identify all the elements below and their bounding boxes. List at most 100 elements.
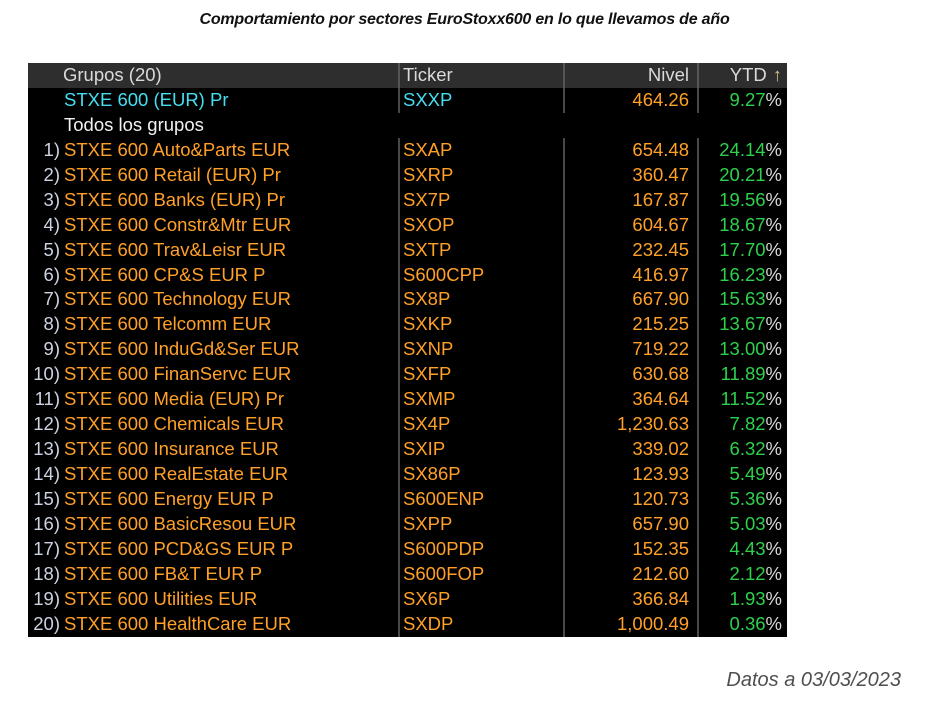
percent-sign: %	[765, 188, 782, 210]
table-row[interactable]: 19) STXE 600 Utilities EUR SX6P 366.84 1.93%	[28, 586, 787, 612]
table-row[interactable]: 13) STXE 600 Insurance EUR SXIP 339.02 6.32%	[28, 437, 787, 463]
group-name: STXE 600 Retail (EUR) Pr	[64, 163, 281, 185]
ticker-cell: SX6P	[398, 586, 563, 612]
row-number: 7)	[43, 288, 60, 310]
percent-sign: %	[765, 313, 782, 335]
table-row[interactable]: 6) STXE 600 CP&S EUR P S600CPP 416.97 16.23%	[28, 262, 787, 288]
ticker-cell: SXDP	[398, 611, 563, 637]
table-row[interactable]: 18) STXE 600 FB&T EUR P S600FOP 212.60 2.12%	[28, 561, 787, 587]
group-name: STXE 600 HealthCare EUR	[64, 612, 292, 634]
group-name: STXE 600 BasicResou EUR	[64, 512, 297, 534]
column-header-nivel[interactable]: Nivel	[563, 63, 697, 88]
ytd-value: 13.00	[719, 338, 766, 360]
ytd-cell: 5.03%	[697, 511, 787, 537]
row-number: 4)	[43, 213, 60, 235]
row-number: 6)	[43, 263, 60, 285]
ytd-cell: 19.56%	[697, 187, 787, 213]
ticker-cell: SXIP	[398, 437, 563, 463]
percent-sign: %	[765, 338, 782, 360]
table-row[interactable]: 16) STXE 600 BasicResou EUR SXPP 657.90 5.03…	[28, 511, 787, 537]
group-name: STXE 600 Telcomm EUR	[64, 313, 272, 335]
ytd-cell: 20.21%	[697, 162, 787, 188]
table-row[interactable]: 2) STXE 600 Retail (EUR) Pr SXRP 360.47 20.2…	[28, 162, 787, 188]
percent-sign: %	[765, 587, 782, 609]
table-row[interactable]: 5) STXE 600 Trav&Leisr EUR SXTP 232.45 17.70…	[28, 237, 787, 263]
ytd-cell: 7.82%	[697, 412, 787, 438]
ytd-value: 15.63	[719, 288, 766, 310]
table-row[interactable]: 8) STXE 600 Telcomm EUR SXKP 215.25 13.67%	[28, 312, 787, 338]
ytd-cell: 16.23%	[697, 262, 787, 288]
table-row[interactable]: 14) STXE 600 RealEstate EUR SX86P 123.93 5.4…	[28, 462, 787, 487]
ytd-cell: 24.14%	[697, 137, 787, 163]
percent-sign: %	[765, 138, 782, 160]
table-row[interactable]: 15) STXE 600 Energy EUR P S600ENP 120.73 5.3…	[28, 486, 787, 512]
group-name: STXE 600 RealEstate EUR	[64, 463, 289, 484]
table-row[interactable]: 17) STXE 600 PCD&GS EUR P S600PDP 152.35 4.4…	[28, 536, 787, 562]
nivel-cell: 657.90	[563, 511, 697, 537]
group-name: STXE 600 InduGd&Ser EUR	[64, 338, 300, 360]
table-row[interactable]: STXE 600 (EUR) Pr SXXP 464.26 9.27%	[28, 87, 787, 113]
ticker-cell: S600PDP	[398, 536, 563, 562]
percent-sign: %	[765, 463, 782, 484]
nivel-cell: 630.68	[563, 362, 697, 388]
table-row[interactable]: 1) STXE 600 Auto&Parts EUR SXAP 654.48 24.14…	[28, 137, 787, 163]
row-number: 5)	[43, 238, 60, 260]
ytd-value: 2.12	[729, 562, 766, 584]
table-row[interactable]: 10) STXE 600 FinanServc EUR SXFP 630.68 11.8…	[28, 362, 787, 388]
ytd-cell: 17.70%	[697, 237, 787, 263]
ytd-value: 7.82	[729, 413, 766, 435]
nivel-cell: 719.22	[563, 337, 697, 363]
ytd-label: YTD	[729, 64, 767, 85]
nivel-cell: 360.47	[563, 162, 697, 188]
percent-sign: %	[765, 413, 782, 435]
table-row[interactable]: 7) STXE 600 Technology EUR SX8P 667.90 15.63…	[28, 287, 787, 313]
column-header-ytd[interactable]: YTD ↑	[697, 63, 787, 88]
sort-ascending-icon: ↑	[772, 64, 782, 85]
ytd-value: 5.03	[729, 512, 766, 534]
ticker-cell: SX4P	[398, 412, 563, 438]
ticker-cell: SXMP	[398, 387, 563, 413]
row-number: 13)	[33, 438, 60, 460]
ticker-cell: SX8P	[398, 287, 563, 313]
column-header-ticker[interactable]: Ticker	[398, 63, 563, 88]
group-name: STXE 600 Media (EUR) Pr	[64, 388, 285, 410]
chart-title: Comportamiento por sectores EuroStoxx600…	[199, 11, 730, 28]
ticker-cell: SX7P	[398, 187, 563, 213]
group-name: STXE 600 Chemicals EUR	[64, 413, 285, 435]
ytd-value: 5.36	[729, 487, 766, 509]
ytd-cell: 18.67%	[697, 212, 787, 238]
nivel-cell: 604.67	[563, 212, 697, 238]
group-name: STXE 600 Trav&Leisr EUR	[64, 238, 287, 260]
ticker-cell: SXKP	[398, 312, 563, 338]
ytd-cell: 0.36%	[697, 611, 787, 637]
percent-sign: %	[765, 537, 782, 559]
nivel-cell: 123.93	[563, 462, 697, 487]
percent-sign: %	[765, 238, 782, 260]
ytd-cell: 5.49%	[697, 462, 787, 487]
table-row[interactable]: 11) STXE 600 Media (EUR) Pr SXMP 364.64 11.5…	[28, 387, 787, 413]
ytd-value: 13.67	[719, 313, 766, 335]
nivel-cell: 1,230.63	[563, 412, 697, 438]
column-header-grupos[interactable]: Grupos (20)	[63, 64, 162, 85]
ytd-value: 19.56	[719, 188, 766, 210]
row-number: 20)	[33, 612, 60, 634]
group-name: STXE 600 FinanServc EUR	[64, 363, 292, 385]
nivel-cell: 366.84	[563, 586, 697, 612]
ytd-value: 18.67	[719, 213, 766, 235]
ytd-value: 20.21	[719, 163, 766, 185]
table-row[interactable]: 3) STXE 600 Banks (EUR) Pr SX7P 167.87 19.56…	[28, 187, 787, 213]
group-name: STXE 600 Insurance EUR	[64, 438, 279, 460]
group-name: STXE 600 Energy EUR P	[64, 487, 274, 509]
table-row[interactable]: 4) STXE 600 Constr&Mtr EUR SXOP 604.67 18.67…	[28, 212, 787, 238]
row-number: 17)	[33, 537, 60, 559]
table-row[interactable]: 9) STXE 600 InduGd&Ser EUR SXNP 719.22 13.00…	[28, 337, 787, 363]
table-row[interactable]: Todos los grupos	[28, 113, 787, 138]
table-row[interactable]: 20) STXE 600 HealthCare EUR SXDP 1,000.49 0.…	[28, 611, 787, 637]
table-row[interactable]: 12) STXE 600 Chemicals EUR SX4P 1,230.63 7.8…	[28, 412, 787, 438]
ytd-value: 4.43	[729, 537, 766, 559]
ticker-cell: SX86P	[398, 462, 563, 487]
ytd-value: 1.93	[729, 587, 766, 609]
nivel-cell: 464.26	[563, 87, 697, 113]
row-number: 1)	[43, 138, 60, 160]
nivel-cell: 152.35	[563, 536, 697, 562]
